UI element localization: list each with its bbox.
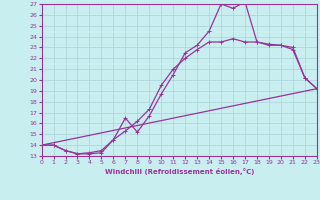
X-axis label: Windchill (Refroidissement éolien,°C): Windchill (Refroidissement éolien,°C): [105, 168, 254, 175]
